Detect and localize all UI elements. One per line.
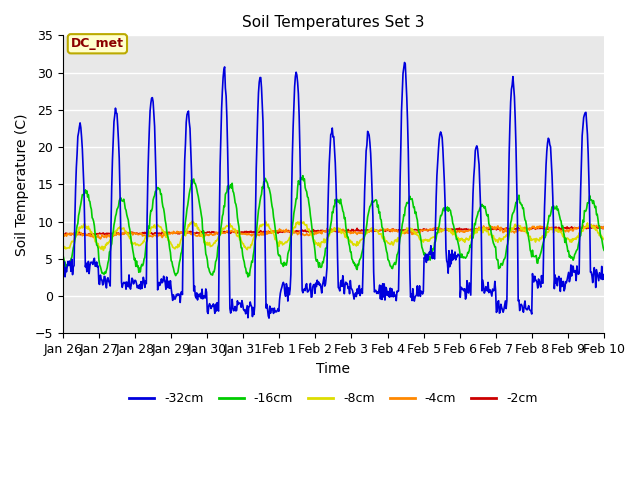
-4cm xyxy=(400,230,408,236)
-4cm xyxy=(579,222,587,228)
-2cm xyxy=(125,231,133,237)
-32cm xyxy=(417,293,424,299)
-8cm xyxy=(180,231,188,237)
-8cm xyxy=(68,239,76,244)
Line: -2cm: -2cm xyxy=(63,227,604,235)
-8cm xyxy=(600,237,608,242)
-8cm xyxy=(125,234,133,240)
Line: -16cm: -16cm xyxy=(63,176,604,277)
-16cm xyxy=(208,272,216,277)
Text: DC_met: DC_met xyxy=(71,37,124,50)
X-axis label: Time: Time xyxy=(316,362,350,376)
-4cm xyxy=(180,230,188,236)
-16cm xyxy=(244,274,252,280)
-32cm xyxy=(400,65,408,71)
-2cm xyxy=(598,224,605,229)
-2cm xyxy=(180,230,188,236)
-2cm xyxy=(416,228,424,233)
-8cm xyxy=(401,228,408,234)
Y-axis label: Soil Temperature (C): Soil Temperature (C) xyxy=(15,113,29,256)
-4cm xyxy=(600,224,608,230)
-2cm xyxy=(59,231,67,237)
-4cm xyxy=(125,229,133,235)
-32cm xyxy=(124,284,132,290)
-16cm xyxy=(417,233,424,239)
-16cm xyxy=(401,213,408,218)
-8cm xyxy=(209,242,216,248)
Title: Soil Temperatures Set 3: Soil Temperatures Set 3 xyxy=(242,15,424,30)
-8cm xyxy=(100,248,108,253)
-2cm xyxy=(400,228,408,233)
-2cm xyxy=(83,232,91,238)
-16cm xyxy=(299,173,307,179)
Line: -4cm: -4cm xyxy=(63,225,604,239)
-32cm xyxy=(68,272,76,277)
-32cm xyxy=(401,60,408,65)
-8cm xyxy=(297,218,305,224)
-16cm xyxy=(59,251,67,257)
-16cm xyxy=(179,233,187,239)
-4cm xyxy=(97,236,104,242)
Line: -8cm: -8cm xyxy=(63,221,604,251)
-2cm xyxy=(600,224,608,230)
-32cm xyxy=(208,303,216,309)
-32cm xyxy=(59,269,67,275)
-16cm xyxy=(124,217,132,223)
-2cm xyxy=(209,229,216,235)
-32cm xyxy=(265,315,273,321)
-16cm xyxy=(600,247,608,253)
Legend: -32cm, -16cm, -8cm, -4cm, -2cm: -32cm, -16cm, -8cm, -4cm, -2cm xyxy=(124,387,543,410)
-32cm xyxy=(600,276,608,282)
-4cm xyxy=(209,232,216,238)
-8cm xyxy=(59,243,67,249)
-4cm xyxy=(59,234,67,240)
-2cm xyxy=(68,231,76,237)
-32cm xyxy=(179,224,187,230)
-16cm xyxy=(68,250,76,255)
Line: -32cm: -32cm xyxy=(63,62,604,318)
-4cm xyxy=(416,230,424,236)
-4cm xyxy=(68,231,76,237)
-8cm xyxy=(417,237,424,243)
